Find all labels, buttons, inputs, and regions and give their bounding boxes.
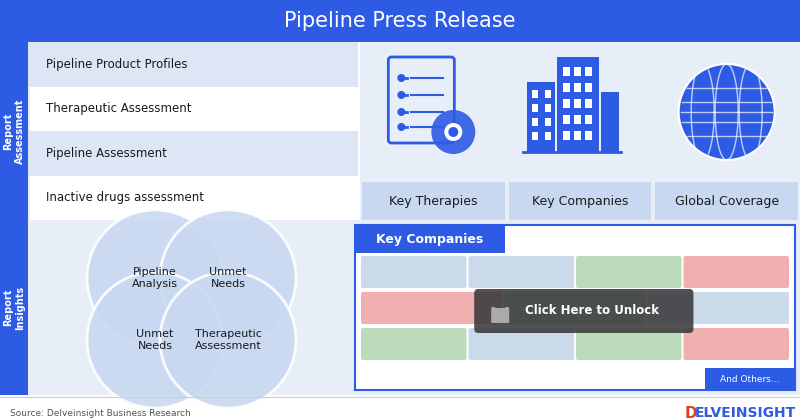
Text: Key Companies: Key Companies (532, 194, 628, 207)
FancyBboxPatch shape (585, 115, 592, 124)
Circle shape (398, 91, 406, 99)
FancyBboxPatch shape (355, 225, 795, 390)
Circle shape (87, 272, 223, 408)
Text: Report
Assessment: Report Assessment (3, 98, 25, 164)
Circle shape (678, 64, 774, 160)
FancyBboxPatch shape (585, 99, 592, 108)
FancyBboxPatch shape (474, 289, 694, 333)
FancyBboxPatch shape (563, 83, 570, 92)
FancyBboxPatch shape (574, 131, 581, 140)
FancyBboxPatch shape (362, 182, 505, 220)
Circle shape (431, 110, 475, 154)
FancyBboxPatch shape (574, 115, 581, 124)
Text: Pipeline Assessment: Pipeline Assessment (46, 147, 167, 160)
FancyBboxPatch shape (683, 328, 789, 360)
Text: Pipeline Press Release: Pipeline Press Release (284, 11, 516, 31)
FancyBboxPatch shape (0, 220, 800, 395)
Text: D: D (685, 405, 698, 420)
FancyBboxPatch shape (585, 67, 592, 76)
Text: Inactive drugs assessment: Inactive drugs assessment (46, 191, 204, 204)
FancyBboxPatch shape (532, 118, 538, 126)
FancyBboxPatch shape (601, 92, 619, 152)
FancyBboxPatch shape (563, 67, 570, 76)
FancyBboxPatch shape (361, 256, 466, 288)
Circle shape (444, 123, 462, 141)
FancyBboxPatch shape (545, 90, 551, 98)
FancyBboxPatch shape (0, 42, 28, 220)
FancyBboxPatch shape (527, 82, 555, 152)
FancyBboxPatch shape (491, 308, 510, 323)
FancyBboxPatch shape (545, 104, 551, 112)
FancyBboxPatch shape (30, 42, 360, 220)
Text: Source: Delveinsight Business Research: Source: Delveinsight Business Research (10, 409, 190, 417)
FancyBboxPatch shape (585, 83, 592, 92)
Text: ELVEINSIGHT: ELVEINSIGHT (695, 406, 796, 420)
FancyBboxPatch shape (28, 131, 358, 176)
Text: Therapeutic Assessment: Therapeutic Assessment (46, 102, 191, 115)
FancyBboxPatch shape (361, 328, 466, 360)
FancyBboxPatch shape (469, 256, 574, 288)
FancyBboxPatch shape (509, 182, 651, 220)
FancyBboxPatch shape (0, 0, 800, 42)
Text: Key Therapies: Key Therapies (389, 194, 478, 207)
FancyBboxPatch shape (28, 42, 358, 87)
Text: Therapeutic
Assessment: Therapeutic Assessment (194, 329, 262, 351)
FancyBboxPatch shape (532, 90, 538, 98)
Circle shape (448, 127, 458, 137)
FancyBboxPatch shape (574, 83, 581, 92)
FancyBboxPatch shape (361, 292, 502, 324)
Circle shape (87, 210, 223, 346)
Text: Key Companies: Key Companies (376, 233, 484, 246)
Circle shape (160, 272, 296, 408)
FancyBboxPatch shape (563, 131, 570, 140)
Text: Pipeline
Analysis: Pipeline Analysis (132, 267, 178, 289)
FancyBboxPatch shape (532, 104, 538, 112)
FancyBboxPatch shape (545, 132, 551, 140)
FancyBboxPatch shape (469, 328, 574, 360)
FancyBboxPatch shape (563, 99, 570, 108)
Circle shape (398, 108, 406, 116)
FancyBboxPatch shape (585, 131, 592, 140)
Text: Global Coverage: Global Coverage (674, 194, 778, 207)
FancyBboxPatch shape (0, 42, 800, 220)
FancyBboxPatch shape (355, 225, 505, 253)
Circle shape (160, 210, 296, 346)
Text: Report
Insights: Report Insights (3, 286, 25, 330)
Circle shape (398, 74, 406, 82)
Text: Click Here to Unlock: Click Here to Unlock (525, 304, 659, 318)
FancyBboxPatch shape (0, 220, 28, 395)
FancyBboxPatch shape (574, 99, 581, 108)
FancyBboxPatch shape (683, 256, 789, 288)
FancyBboxPatch shape (504, 292, 646, 324)
Text: Unmet
Needs: Unmet Needs (136, 329, 174, 351)
FancyBboxPatch shape (532, 132, 538, 140)
Text: And Others...: And Others... (720, 375, 780, 383)
FancyBboxPatch shape (545, 118, 551, 126)
FancyBboxPatch shape (576, 328, 682, 360)
FancyBboxPatch shape (576, 256, 682, 288)
Text: Unmet
Needs: Unmet Needs (210, 267, 246, 289)
FancyBboxPatch shape (648, 292, 789, 324)
Text: Pipeline Product Profiles: Pipeline Product Profiles (46, 58, 187, 71)
FancyBboxPatch shape (655, 182, 798, 220)
Circle shape (398, 123, 406, 131)
FancyBboxPatch shape (705, 368, 795, 390)
FancyBboxPatch shape (574, 67, 581, 76)
FancyBboxPatch shape (557, 57, 599, 152)
FancyBboxPatch shape (563, 115, 570, 124)
